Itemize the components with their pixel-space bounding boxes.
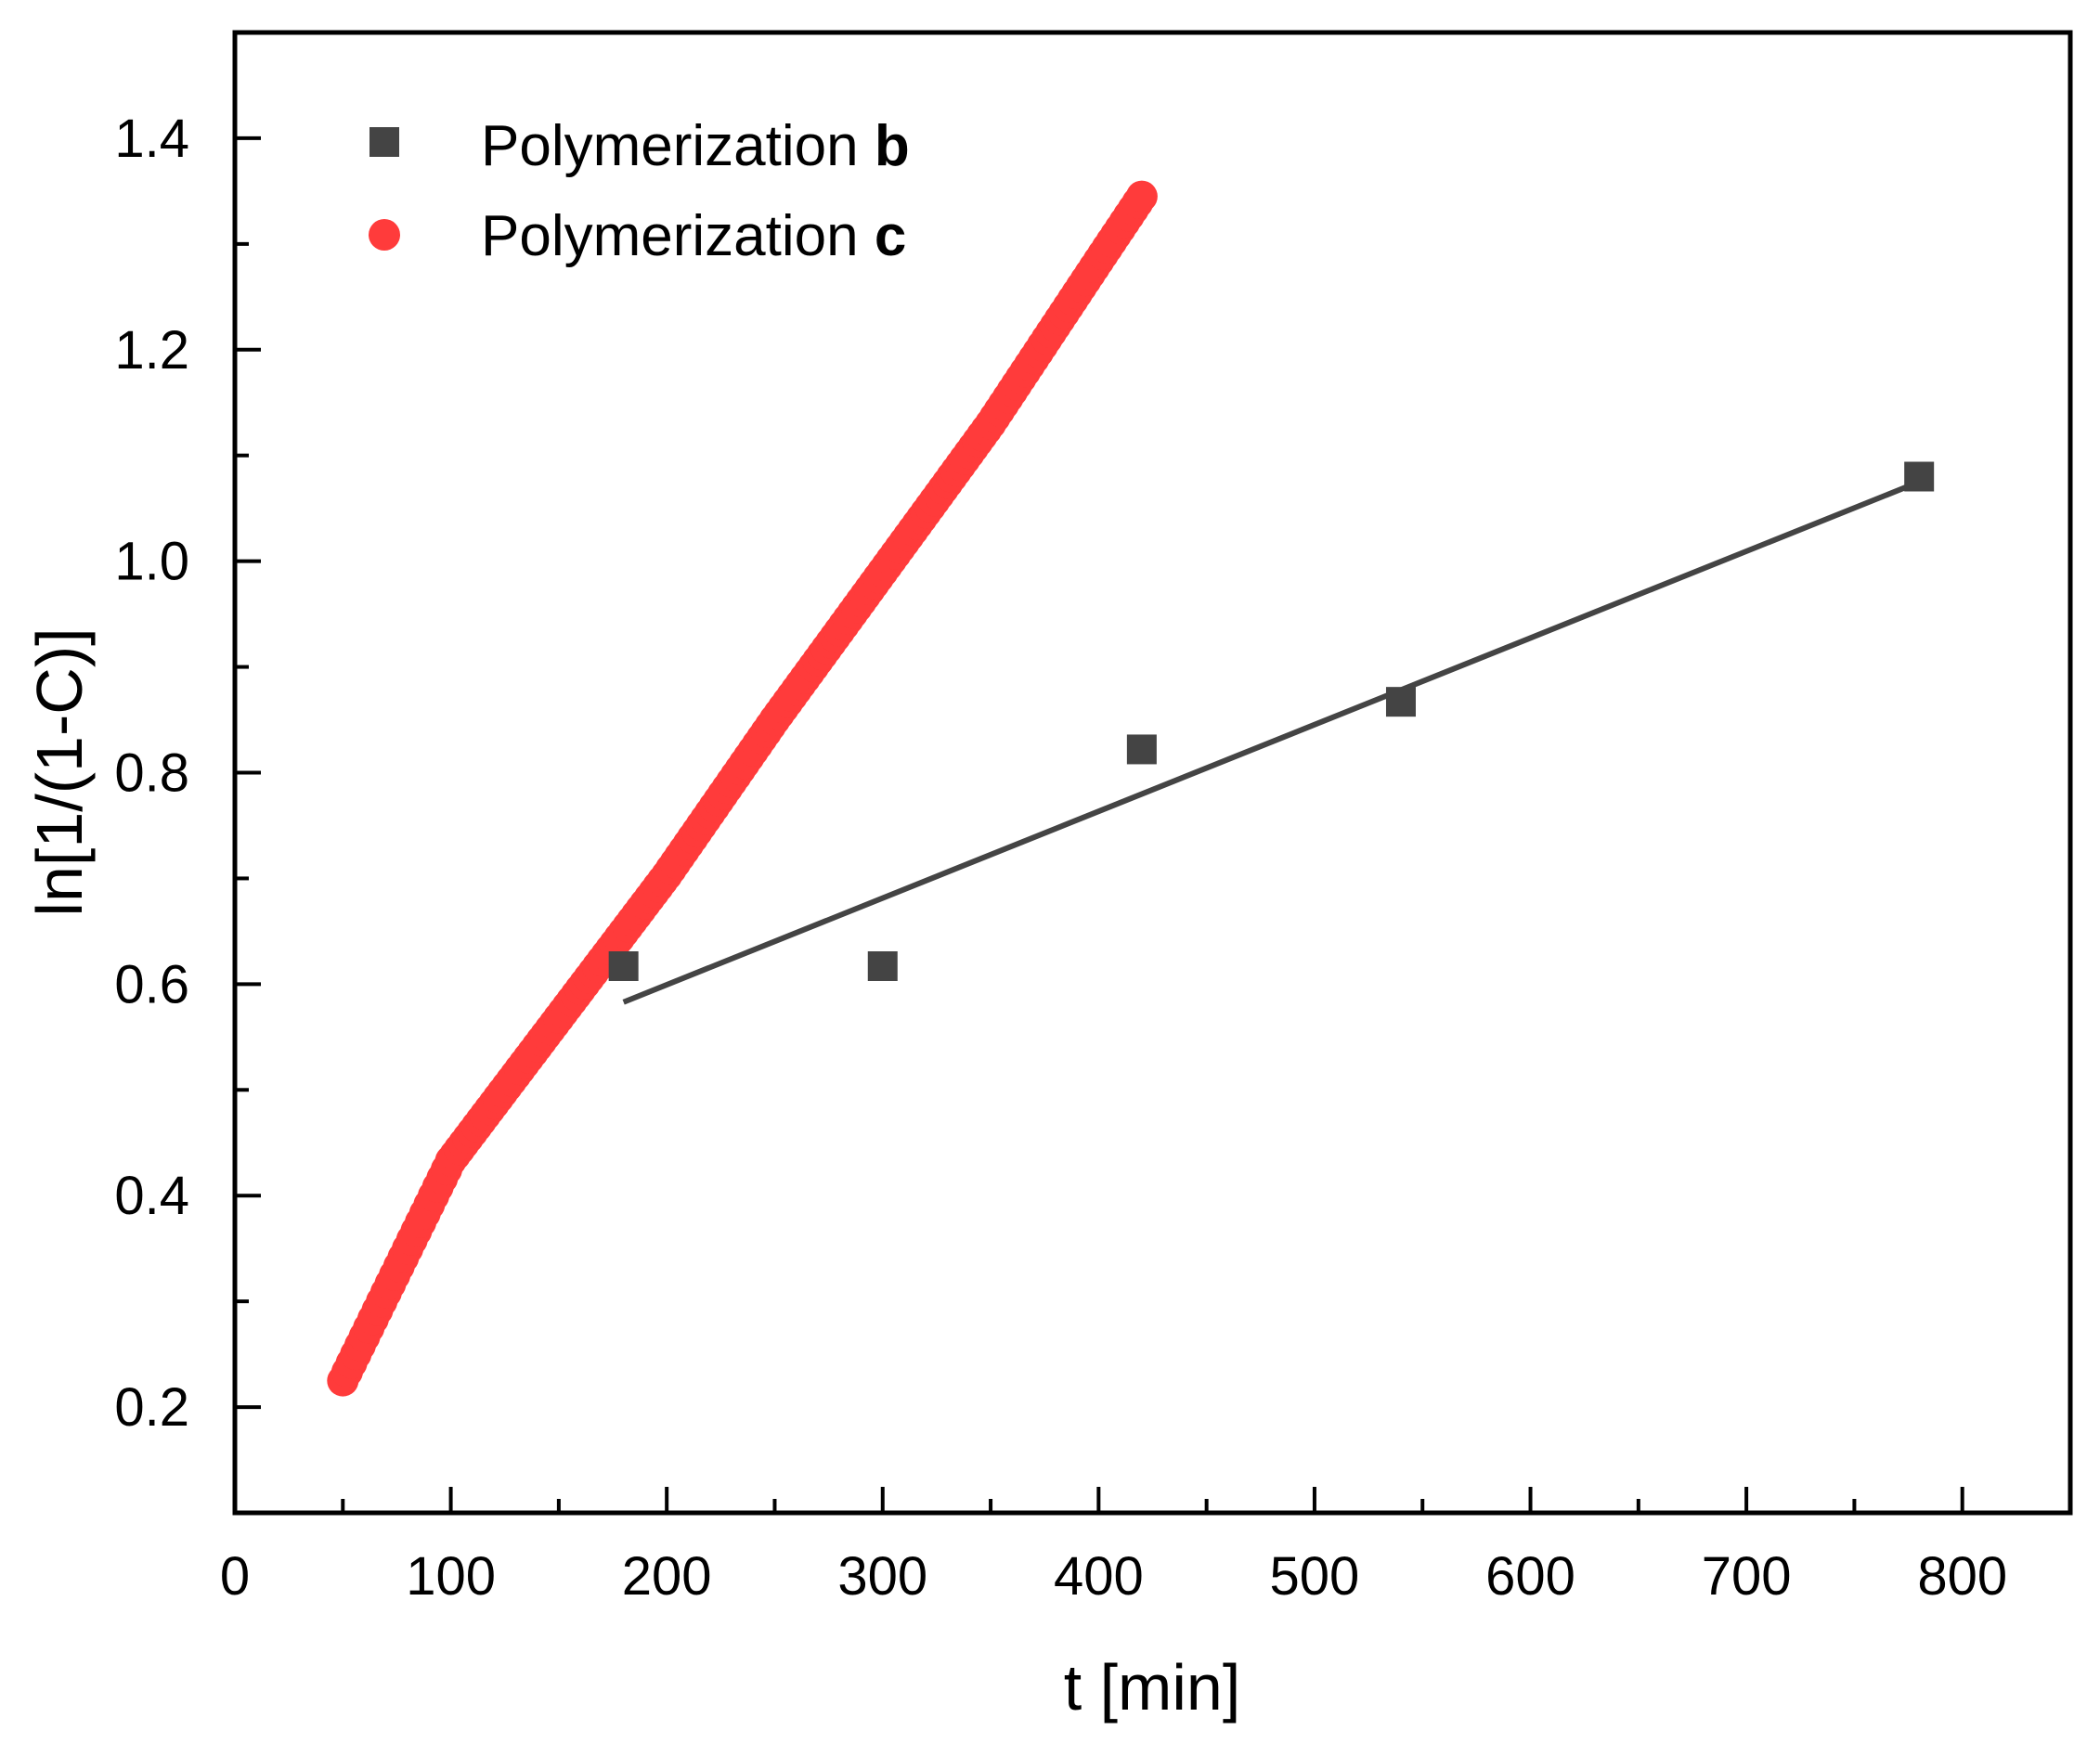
y-tick-label: 0.2 [114, 1377, 189, 1438]
series-polymerization-b [608, 461, 1935, 981]
legend-label-b-bold: b [875, 114, 910, 178]
legend-label-b: Polymerization b [481, 114, 910, 178]
x-tick-label: 600 [1485, 1546, 1575, 1607]
data-point-c [1125, 180, 1158, 213]
fit-line-layer [622, 479, 1921, 1005]
y-tick-label: 1.4 [114, 109, 189, 169]
y-tick-label: 1.2 [114, 320, 189, 381]
legend-label-c-bold: c [875, 204, 906, 268]
x-tick-label: 700 [1702, 1546, 1792, 1607]
legend: Polymerization b Polymerization c [369, 114, 910, 268]
x-tick-label: 300 [837, 1546, 927, 1607]
legend-label-b-prefix: Polymerization [481, 114, 875, 178]
y-tick-label: 0.4 [114, 1166, 189, 1226]
y-tick-label: 0.6 [114, 954, 189, 1014]
axis-ticks: 0 100 200 300 400 500 600 700 800 0.2 0.4 0.6 0.8 1.0… [114, 31, 2007, 1607]
y-axis-title: ln[1/(1-C)] [23, 627, 96, 916]
y-tick-label: 0.8 [114, 743, 189, 804]
legend-label-c: Polymerization c [481, 204, 906, 268]
data-point-b [1126, 734, 1157, 765]
x-axis-title: t [min] [1064, 1651, 1241, 1724]
data-point-b [1904, 461, 1935, 492]
legend-marker-c [369, 219, 400, 251]
fit-line [622, 479, 1921, 1005]
x-tick-label: 800 [1917, 1546, 2007, 1607]
data-point-b [867, 950, 898, 981]
y-tick-label: 1.0 [114, 532, 189, 592]
plot-frame [232, 30, 2073, 1516]
data-point-b [1385, 687, 1416, 717]
legend-marker-b [369, 127, 399, 157]
x-tick-label: 500 [1270, 1546, 1360, 1607]
x-tick-label: 200 [622, 1546, 712, 1607]
x-tick-label: 400 [1054, 1546, 1144, 1607]
x-tick-label: 100 [406, 1546, 496, 1607]
data-point-b [608, 950, 639, 981]
legend-label-c-prefix: Polymerization [481, 204, 875, 268]
series-polymerization-c [327, 180, 1158, 1397]
x-tick-label: 0 [220, 1546, 250, 1607]
